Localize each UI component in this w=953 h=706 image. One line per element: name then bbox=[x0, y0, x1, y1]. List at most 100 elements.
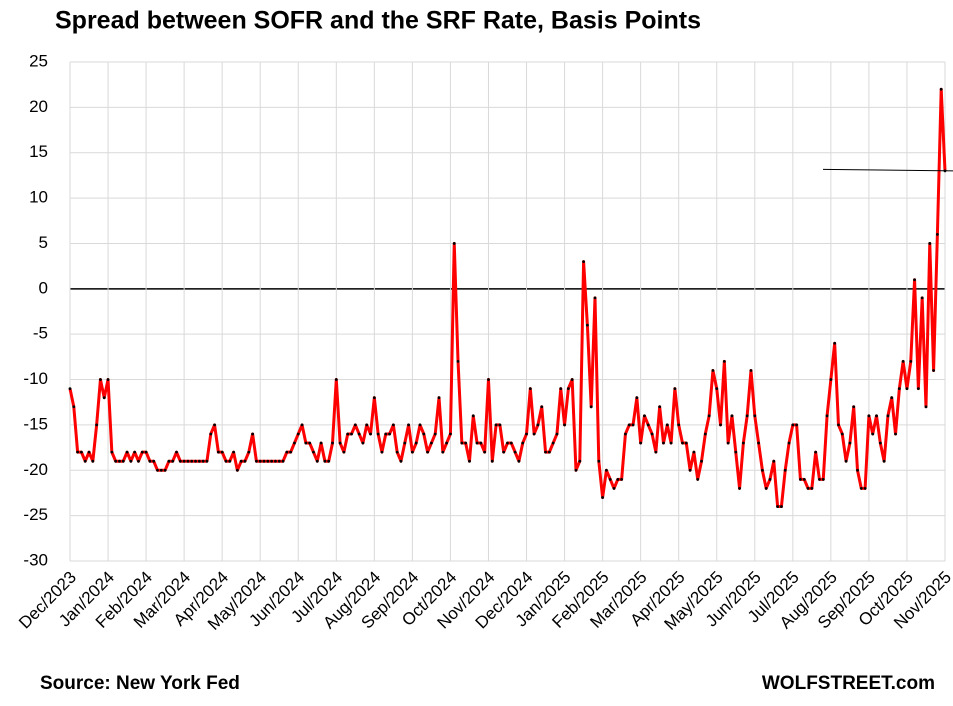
data-point bbox=[437, 396, 441, 400]
data-point bbox=[380, 450, 384, 454]
data-point bbox=[791, 423, 795, 427]
data-point bbox=[471, 414, 475, 418]
data-point bbox=[479, 441, 483, 445]
data-point bbox=[205, 459, 209, 463]
data-point bbox=[194, 459, 197, 463]
data-point bbox=[144, 450, 148, 454]
y-tick-label: -20 bbox=[23, 460, 48, 479]
data-point bbox=[106, 378, 110, 381]
data-point bbox=[277, 459, 281, 463]
data-point bbox=[620, 477, 624, 481]
data-point bbox=[574, 468, 578, 472]
data-point bbox=[213, 423, 216, 427]
credit: WOLFSTREET.com bbox=[762, 673, 935, 694]
data-point bbox=[867, 414, 871, 418]
data-point bbox=[673, 387, 677, 391]
data-point bbox=[913, 278, 916, 282]
data-point bbox=[350, 432, 353, 436]
data-point bbox=[83, 459, 87, 463]
data-point bbox=[175, 450, 178, 454]
data-point bbox=[235, 468, 239, 472]
data-point bbox=[521, 441, 525, 445]
data-point bbox=[658, 405, 662, 409]
data-point bbox=[118, 459, 121, 463]
data-point bbox=[585, 323, 589, 327]
data-point bbox=[616, 477, 620, 481]
data-point bbox=[365, 423, 369, 427]
data-point bbox=[152, 459, 156, 463]
data-point bbox=[258, 459, 262, 463]
data-point bbox=[772, 459, 776, 463]
data-point bbox=[707, 414, 711, 418]
data-point bbox=[856, 468, 859, 472]
data-point bbox=[327, 459, 331, 463]
data-point bbox=[901, 360, 905, 363]
data-point bbox=[262, 459, 266, 463]
data-point bbox=[357, 432, 361, 436]
data-point bbox=[315, 459, 319, 463]
data-point bbox=[110, 450, 114, 454]
data-point bbox=[372, 396, 376, 400]
data-point bbox=[494, 423, 498, 427]
data-point bbox=[281, 459, 285, 463]
data-point bbox=[346, 432, 350, 436]
data-point bbox=[418, 423, 422, 427]
data-point bbox=[395, 450, 399, 454]
data-point bbox=[578, 459, 582, 463]
data-point bbox=[445, 441, 449, 445]
data-point bbox=[878, 441, 882, 445]
data-point bbox=[232, 450, 235, 454]
data-point bbox=[274, 459, 277, 463]
data-point bbox=[171, 459, 175, 463]
data-point bbox=[688, 468, 692, 472]
data-point bbox=[129, 459, 133, 463]
data-point bbox=[882, 459, 886, 463]
data-point bbox=[216, 450, 220, 454]
data-point bbox=[209, 432, 213, 436]
data-point bbox=[806, 487, 810, 490]
chart-title: Spread between SOFR and the SRF Rate, Ba… bbox=[55, 7, 701, 35]
data-point bbox=[186, 459, 190, 463]
data-point bbox=[544, 450, 547, 454]
data-point bbox=[426, 450, 430, 454]
data-point bbox=[905, 387, 909, 391]
data-point bbox=[612, 487, 616, 490]
data-point bbox=[102, 396, 106, 400]
data-point bbox=[928, 242, 932, 245]
data-point bbox=[76, 450, 80, 454]
data-point bbox=[665, 423, 669, 427]
data-point bbox=[799, 477, 802, 481]
data-point bbox=[384, 432, 388, 436]
data-point bbox=[224, 459, 228, 463]
data-point bbox=[589, 405, 593, 409]
data-point bbox=[749, 369, 753, 372]
data-point bbox=[460, 441, 464, 445]
data-point bbox=[353, 423, 357, 427]
data-point bbox=[148, 459, 152, 463]
y-tick-label: 20 bbox=[29, 97, 48, 116]
data-point bbox=[833, 341, 837, 345]
data-point bbox=[875, 414, 878, 418]
data-point bbox=[631, 423, 635, 427]
data-point bbox=[91, 459, 95, 463]
data-point bbox=[456, 360, 460, 363]
data-point bbox=[635, 396, 639, 400]
data-point bbox=[890, 396, 894, 400]
data-point bbox=[121, 459, 125, 463]
data-point bbox=[182, 459, 186, 463]
y-tick-label: -5 bbox=[33, 324, 48, 343]
data-point bbox=[897, 387, 901, 391]
data-point bbox=[601, 496, 605, 499]
data-point bbox=[289, 450, 293, 454]
data-point bbox=[140, 450, 144, 454]
data-point bbox=[433, 432, 437, 436]
data-point bbox=[825, 414, 829, 418]
data-point bbox=[681, 441, 684, 445]
data-point bbox=[308, 441, 312, 445]
data-point bbox=[376, 432, 380, 436]
data-point bbox=[525, 432, 528, 436]
data-point bbox=[99, 378, 102, 381]
data-point bbox=[68, 387, 72, 391]
source: Source: New York Fed bbox=[40, 673, 240, 694]
data-point bbox=[220, 450, 224, 454]
